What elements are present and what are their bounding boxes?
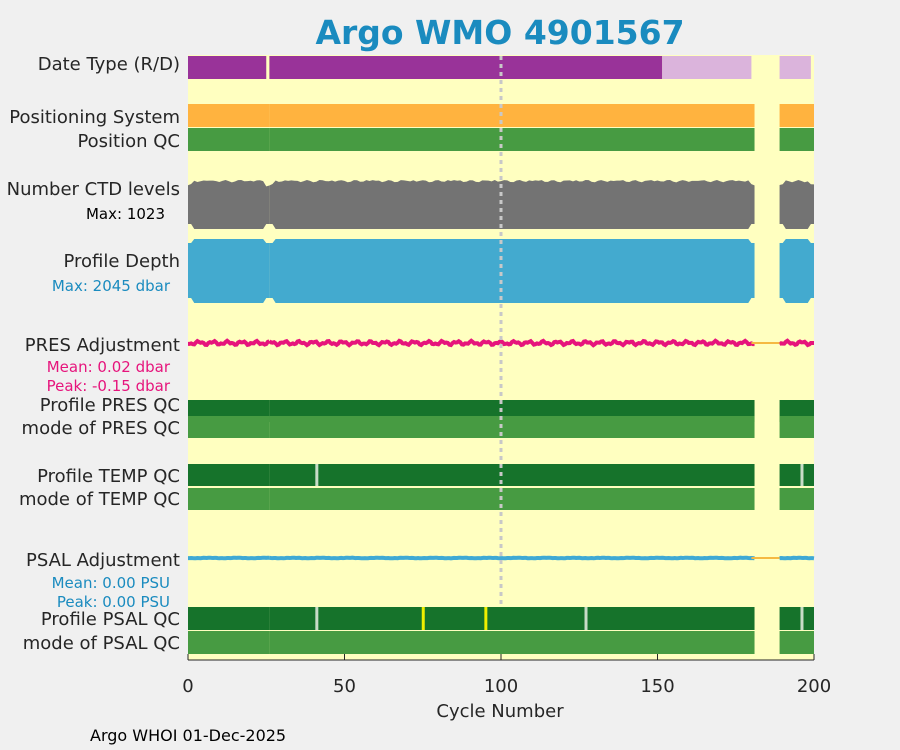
row-label-profile-depth: Profile Depth: [63, 251, 180, 272]
row-label-mode-pres-qc: mode of PRES QC: [22, 418, 180, 439]
row-label-ctd-levels: Number CTD levels: [7, 179, 180, 200]
date-type-gap: [751, 56, 780, 79]
psal-mean-text: Mean: 0.00 PSU: [52, 574, 170, 592]
psal-peak-text: Peak: 0.00 PSU: [57, 593, 170, 611]
footer-text: Argo WHOI 01-Dec-2025: [90, 726, 286, 745]
row-label-position-qc: Position QC: [77, 131, 180, 152]
ctd-levels-area: [269, 180, 755, 229]
positioning-system-band: [188, 104, 270, 127]
pres-adjustment-line: [778, 338, 814, 348]
profile_psal_qc-flag-95: [484, 607, 488, 630]
x-tick-label: 150: [640, 676, 674, 697]
ctd-levels-area: [779, 180, 814, 229]
mode-psal-qc-band: [779, 631, 814, 654]
row-label-psal-adjustment: PSAL Adjustment: [26, 550, 180, 571]
pres-peak-text: Peak: -0.15 dbar: [47, 377, 171, 395]
date-type-gap: [266, 56, 270, 79]
pres-mean-text: Mean: 0.02 dbar: [47, 358, 171, 376]
profile_psal_qc-flag-75: [421, 607, 425, 630]
profile-depth-area: [188, 239, 270, 303]
profile-depth-area: [779, 239, 814, 303]
profile_psal_qc-flag-196: [800, 607, 804, 630]
date-type-gap: [810, 56, 814, 79]
profile_psal_qc-flag-127: [584, 607, 588, 630]
position-qc-band: [188, 128, 270, 151]
position-qc-band: [269, 128, 755, 151]
x-tick-label: 50: [333, 676, 356, 697]
x-tick-label: 100: [484, 676, 518, 697]
row-label-profile-pres-qc: Profile PRES QC: [40, 395, 180, 416]
row-label-profile-temp-qc: Profile TEMP QC: [37, 466, 180, 487]
profile_psal_qc-flag-41: [315, 607, 319, 630]
ctd-max-text: Max: 1023: [86, 205, 165, 223]
mode-psal-qc-band: [188, 631, 270, 654]
positioning-system-band: [269, 104, 755, 127]
profile-temp-qc-band: [779, 464, 814, 486]
date-type-R-segment: [188, 56, 663, 79]
profile-psal-qc-band: [188, 607, 270, 630]
positioning-system-band: [779, 104, 814, 127]
x-tick-label: 200: [797, 676, 831, 697]
x-tick-label: 0: [182, 676, 193, 697]
row-label-profile-psal-qc: Profile PSAL QC: [41, 609, 180, 630]
profile_temp_qc-flag-196: [800, 464, 804, 486]
x-axis-label: Cycle Number: [436, 701, 564, 722]
row-label-mode-psal-qc: mode of PSAL QC: [23, 633, 180, 654]
profile_temp_qc-flag-41: [315, 464, 319, 486]
mode-temp-qc-band: [779, 488, 814, 510]
mode-pres-qc-band: [779, 416, 814, 438]
pres-adjustment-line: [268, 338, 755, 348]
profile-depth-area: [269, 239, 755, 303]
profile-psal-qc-band: [779, 607, 814, 630]
depth-max-text: Max: 2045 dbar: [52, 277, 171, 295]
position-qc-band: [779, 128, 814, 151]
pres-adjustment-line: [188, 338, 271, 348]
ctd-levels-area: [188, 180, 270, 229]
mode-pres-qc-band: [269, 416, 755, 438]
row-label-mode-temp-qc: mode of TEMP QC: [19, 489, 180, 510]
psal-adjustment-line: [269, 555, 755, 561]
row-label-pres-adjustment: PRES Adjustment: [25, 335, 180, 356]
row-label-date-type: Date Type (R/D): [38, 54, 180, 75]
profile-psal-qc-band: [269, 607, 755, 630]
profile-temp-qc-band: [188, 464, 270, 486]
mode-psal-qc-band: [269, 631, 755, 654]
date-type-D-segment: [662, 56, 814, 79]
psal-adjustment-line: [188, 555, 270, 561]
row-label-positioning-system: Positioning System: [9, 107, 180, 128]
mode-temp-qc-band: [188, 488, 270, 510]
profile-temp-qc-band: [269, 464, 755, 486]
mode-pres-qc-band: [188, 416, 270, 438]
psal-adjustment-line: [779, 555, 815, 561]
chart-title: Argo WMO 4901567: [315, 13, 684, 52]
mode-temp-qc-band: [269, 488, 755, 510]
